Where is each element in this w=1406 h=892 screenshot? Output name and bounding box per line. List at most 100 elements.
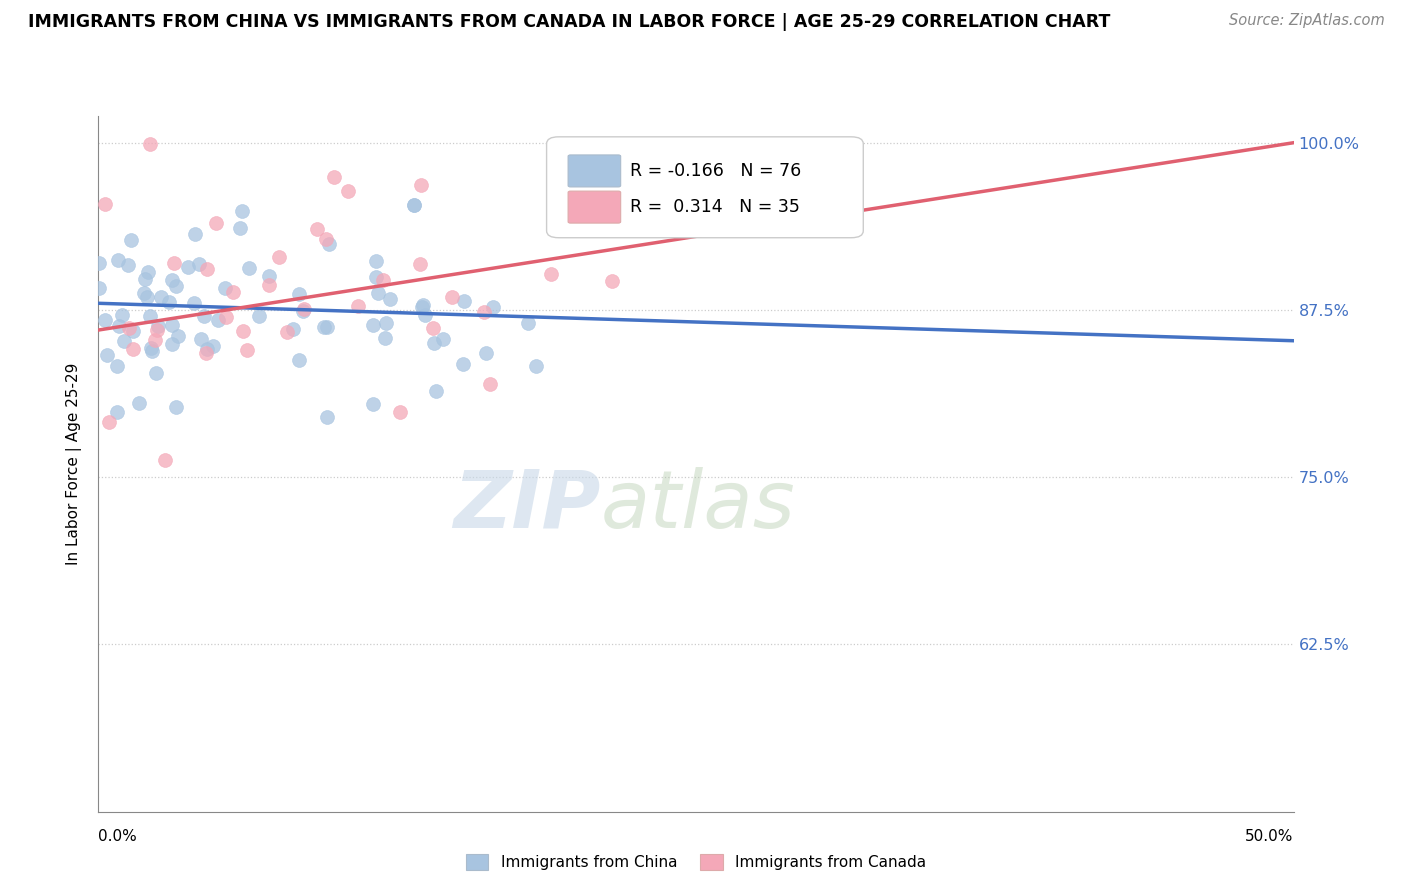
Point xyxy=(602,274,624,288)
Point xyxy=(128,396,150,410)
Point xyxy=(388,405,411,419)
Point xyxy=(120,233,142,247)
Point xyxy=(105,359,128,373)
Point xyxy=(364,270,387,285)
Point xyxy=(232,324,254,338)
Point xyxy=(474,305,496,319)
Point xyxy=(138,265,160,279)
Point xyxy=(347,299,370,313)
Point xyxy=(425,384,447,398)
Point xyxy=(374,316,396,330)
Point xyxy=(146,319,169,334)
Point xyxy=(139,136,162,151)
FancyBboxPatch shape xyxy=(568,191,620,223)
Point xyxy=(524,359,547,373)
Point xyxy=(98,416,121,430)
Point xyxy=(371,273,394,287)
FancyBboxPatch shape xyxy=(547,136,863,238)
Text: 0.0%: 0.0% xyxy=(98,830,138,844)
Point xyxy=(292,304,315,318)
Text: ZIP: ZIP xyxy=(453,467,600,545)
Point xyxy=(288,286,311,301)
Text: atlas: atlas xyxy=(600,467,796,545)
Point xyxy=(322,170,344,185)
Point xyxy=(141,343,163,358)
Point xyxy=(432,332,454,346)
Point xyxy=(363,397,385,411)
Point xyxy=(132,285,155,300)
Point xyxy=(165,278,187,293)
Point xyxy=(257,277,280,292)
Point xyxy=(195,261,218,276)
Point xyxy=(150,290,173,304)
Point xyxy=(167,329,190,343)
Point xyxy=(361,318,384,332)
Point xyxy=(238,261,260,276)
Point xyxy=(409,257,432,271)
Point xyxy=(87,256,110,270)
Point xyxy=(337,184,360,198)
Point xyxy=(540,267,562,281)
Point xyxy=(145,323,167,337)
Point xyxy=(207,313,229,327)
Point xyxy=(134,272,156,286)
FancyBboxPatch shape xyxy=(568,155,620,187)
Point xyxy=(122,342,145,356)
Point xyxy=(312,319,335,334)
Point xyxy=(440,290,463,304)
Legend: Immigrants from China, Immigrants from Canada: Immigrants from China, Immigrants from C… xyxy=(465,855,927,871)
Point xyxy=(96,348,118,362)
Point xyxy=(204,216,226,230)
Point xyxy=(214,310,236,324)
Point xyxy=(411,301,433,315)
Point xyxy=(153,452,176,467)
Point xyxy=(184,227,207,241)
Point xyxy=(163,256,186,270)
Point xyxy=(413,309,436,323)
Point xyxy=(411,178,433,193)
Point xyxy=(87,281,110,295)
Point xyxy=(231,204,253,219)
Point xyxy=(107,405,129,419)
Point xyxy=(139,341,162,355)
Point xyxy=(187,257,209,271)
Point xyxy=(475,346,498,360)
Point xyxy=(157,295,180,310)
Point xyxy=(214,281,236,295)
Point xyxy=(517,316,540,330)
Point xyxy=(139,310,162,324)
Point xyxy=(267,250,290,264)
Point xyxy=(118,321,141,335)
Point xyxy=(451,357,474,371)
Point xyxy=(107,252,129,267)
Y-axis label: In Labor Force | Age 25-29: In Labor Force | Age 25-29 xyxy=(66,363,83,565)
Point xyxy=(195,343,218,357)
Text: 50.0%: 50.0% xyxy=(1246,830,1294,844)
Point xyxy=(453,294,475,309)
Point xyxy=(247,310,270,324)
Text: R = -0.166   N = 76: R = -0.166 N = 76 xyxy=(630,162,801,180)
Point xyxy=(183,296,205,310)
Text: IMMIGRANTS FROM CHINA VS IMMIGRANTS FROM CANADA IN LABOR FORCE | AGE 25-29 CORRE: IMMIGRANTS FROM CHINA VS IMMIGRANTS FROM… xyxy=(28,13,1111,31)
Point xyxy=(190,332,212,346)
Point xyxy=(121,324,143,338)
Point xyxy=(94,196,117,211)
Point xyxy=(288,352,311,367)
Point xyxy=(160,337,183,351)
Point xyxy=(423,336,446,351)
Point xyxy=(93,313,115,327)
Point xyxy=(412,298,434,312)
Point xyxy=(193,309,215,323)
Text: Source: ZipAtlas.com: Source: ZipAtlas.com xyxy=(1229,13,1385,29)
Point xyxy=(374,331,396,345)
Point xyxy=(482,300,505,314)
Point xyxy=(160,273,183,287)
Point xyxy=(202,339,225,353)
Point xyxy=(422,321,444,335)
Point xyxy=(176,260,198,274)
Point xyxy=(479,376,502,391)
Point xyxy=(145,366,167,380)
Point xyxy=(222,285,245,299)
Point xyxy=(135,290,157,304)
Point xyxy=(318,236,340,251)
